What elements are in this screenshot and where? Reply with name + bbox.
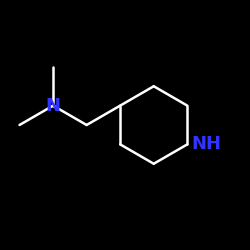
Text: NH: NH — [191, 136, 221, 153]
Text: N: N — [46, 96, 60, 114]
